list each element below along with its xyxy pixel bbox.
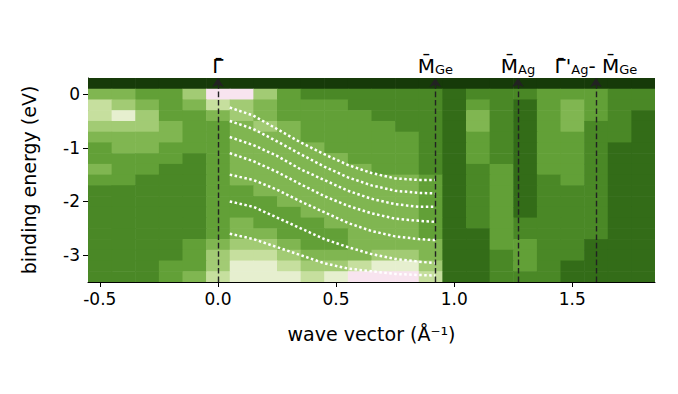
svg-text:M̄: M̄	[418, 53, 435, 78]
svg-text:Ag: Ag	[518, 62, 535, 77]
svg-text:-0.5: -0.5	[83, 289, 116, 309]
svg-text:Γ̄: Γ̄	[212, 54, 224, 78]
svg-text:-1: -1	[63, 138, 80, 158]
svg-text:-2: -2	[63, 191, 80, 211]
svg-text:M̄: M̄	[501, 53, 518, 78]
svg-text:Ge: Ge	[619, 62, 637, 77]
svg-text:1.0: 1.0	[441, 289, 468, 309]
svg-text:Ge: Ge	[435, 62, 453, 77]
svg-text:1.5: 1.5	[559, 289, 586, 309]
svg-text:0: 0	[69, 84, 80, 104]
svg-text:Ag: Ag	[571, 62, 588, 77]
svg-text:-3: -3	[63, 245, 80, 265]
svg-text:0.0: 0.0	[204, 289, 231, 309]
svg-text:Γ̄': Γ̄'	[555, 54, 572, 78]
svg-text:binding energy (eV): binding energy (eV)	[18, 86, 40, 275]
svg-text:0.5: 0.5	[323, 289, 350, 309]
svg-text:- M̄: - M̄	[588, 53, 619, 78]
svg-text:wave vector (Å⁻¹): wave vector (Å⁻¹)	[288, 323, 456, 345]
